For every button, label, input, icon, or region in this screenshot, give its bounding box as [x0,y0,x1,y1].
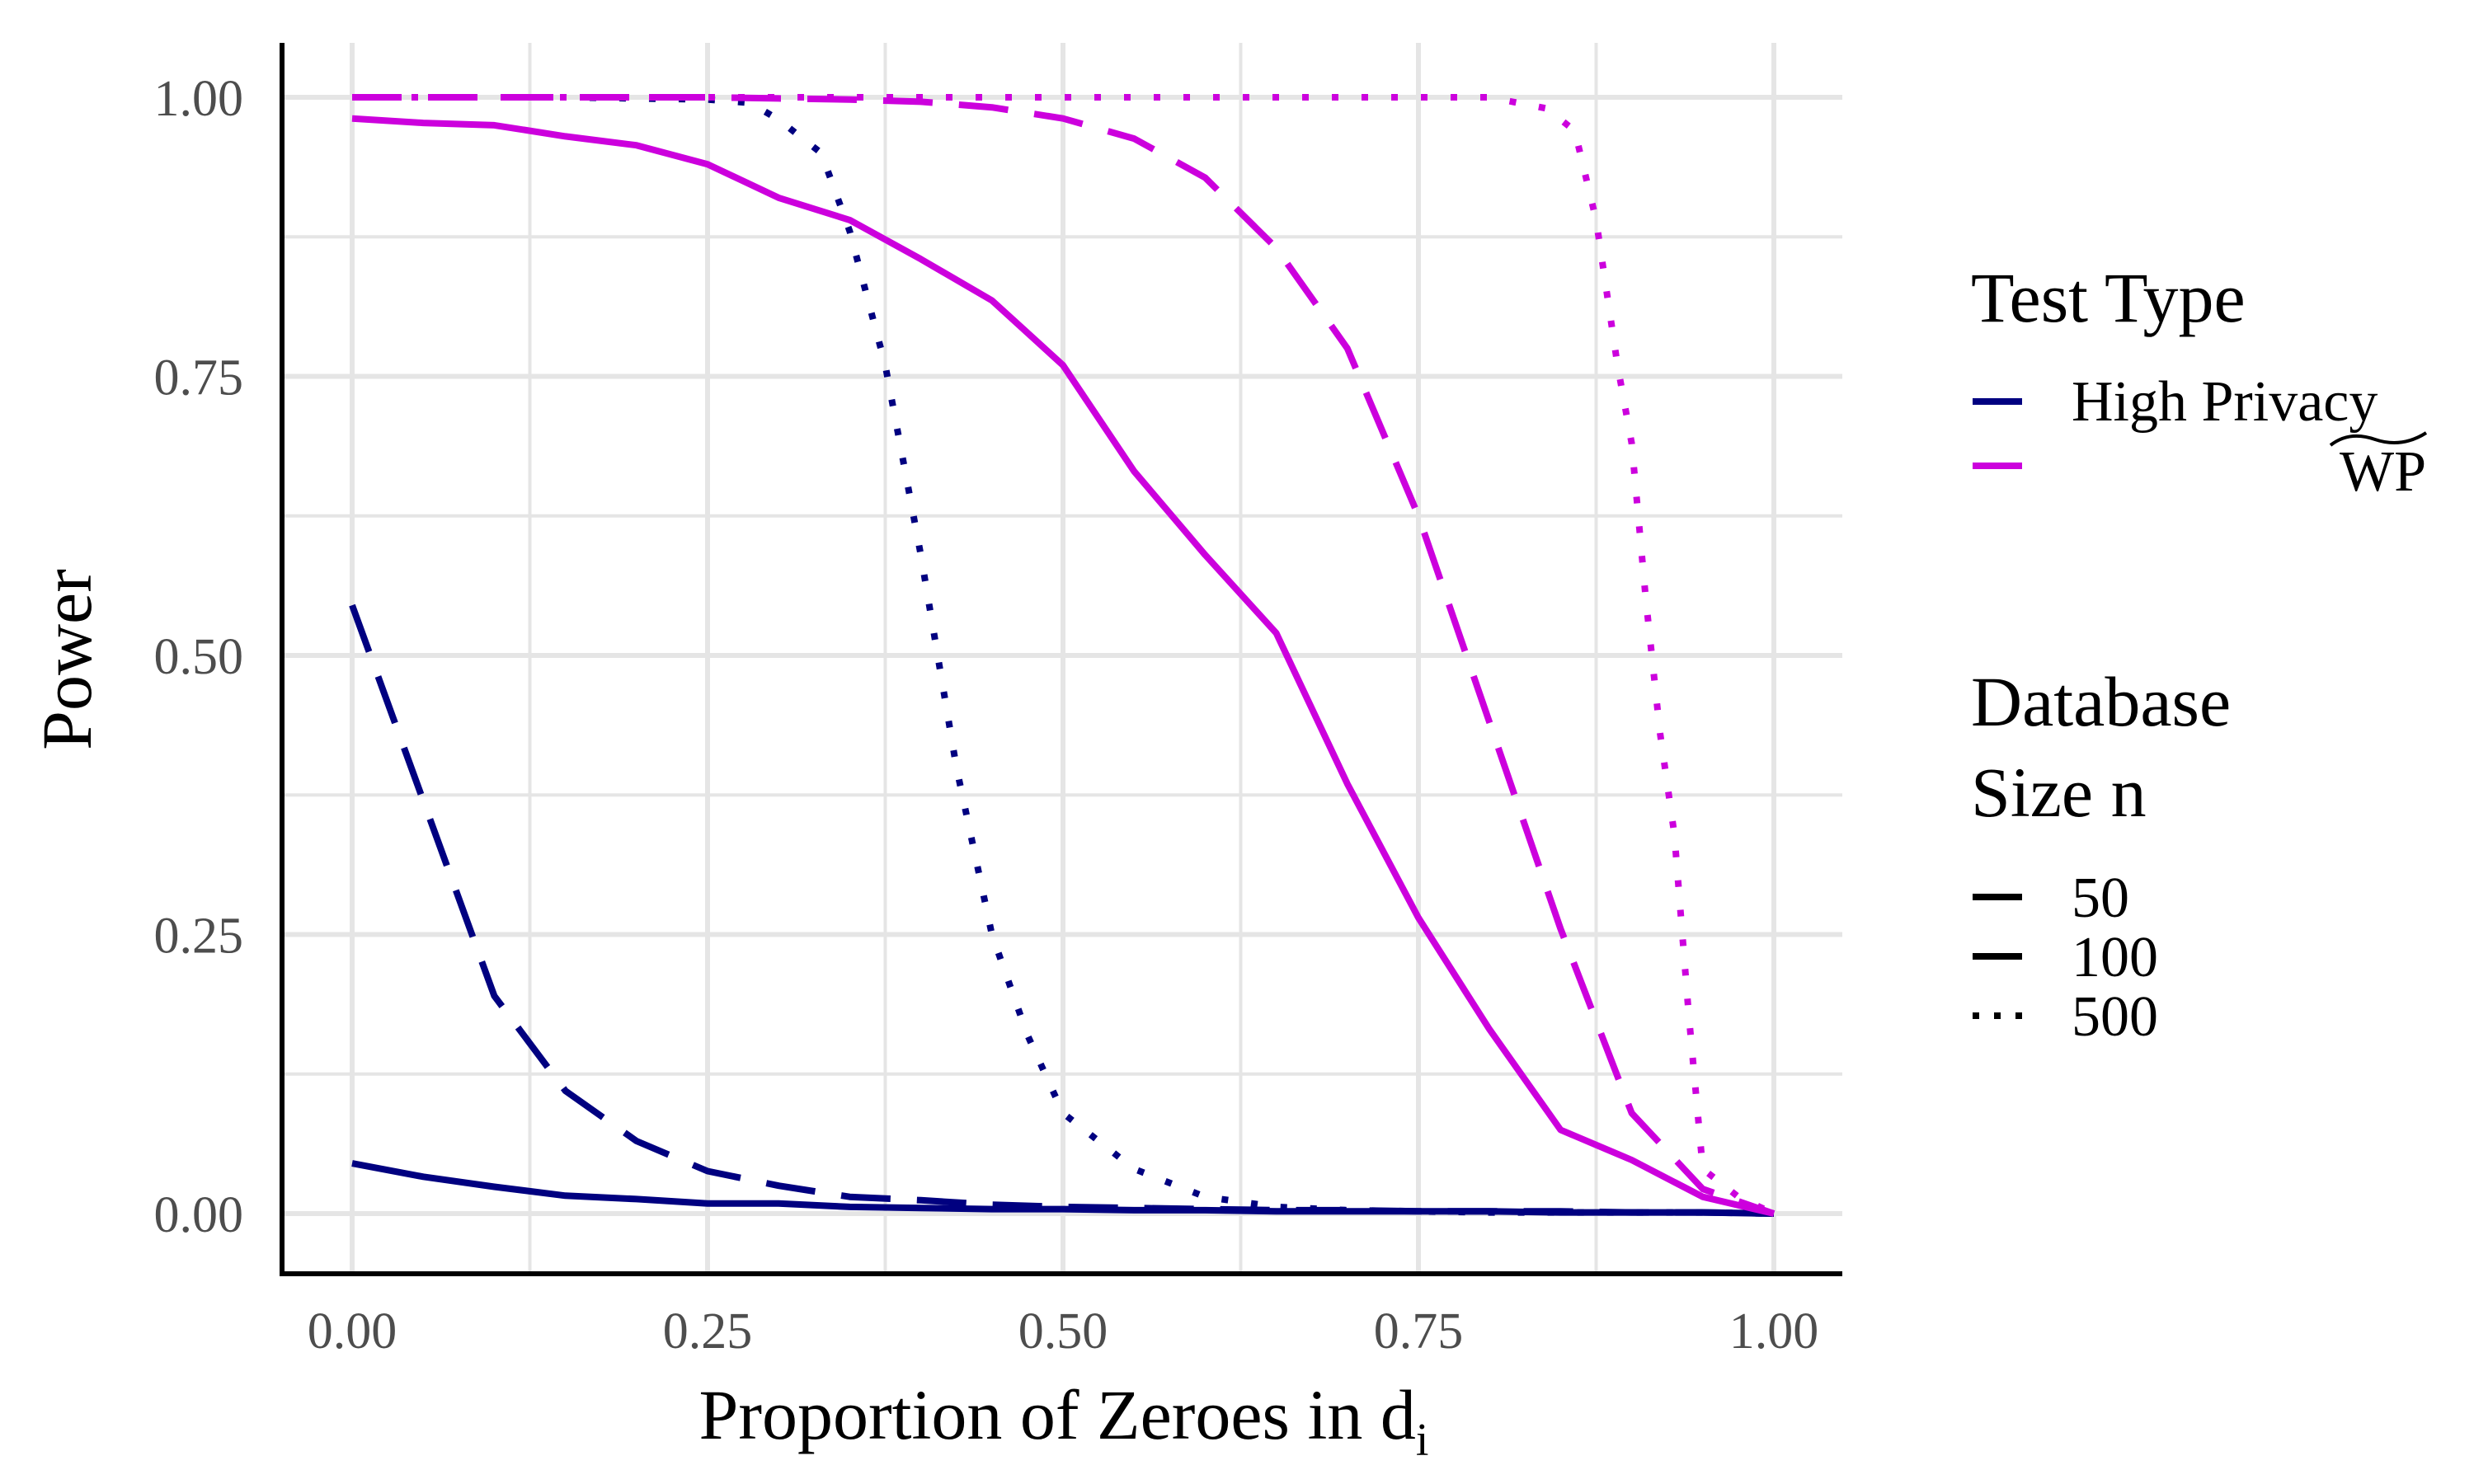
x-tick-label: 1.00 [1729,1303,1819,1360]
axes [280,43,1842,1276]
x-tick-label: 0.75 [1374,1303,1464,1360]
legend-label-size-100: 100 [2072,926,2158,989]
x-axis-title-main: Proportion of Zeroes in d [699,1375,1416,1454]
legend-label-size-50: 50 [2072,866,2129,930]
x-axis-title: Proportion of Zeroes in di [699,1375,1429,1466]
y-tick-label: 0.75 [154,350,244,406]
y-tick-label: 0.00 [154,1187,244,1243]
series-line-wp-n100 [352,94,1776,1217]
legend-title-size-line1: Database [1971,662,2231,741]
y-tick-label: 1.00 [154,71,244,127]
series-line-wp-n50 [351,115,1775,1217]
series [349,94,1776,1217]
tick-labels: 0.00 0.25 0.50 0.75 1.00 0.00 0.25 0.50 0.75 1.00 [154,71,1819,1360]
legend-label-high-privacy: High Privacy [2072,370,2378,434]
legend-label-wp: WP [2340,440,2426,504]
y-tick-label: 0.50 [154,629,244,685]
legend-title-test-type: Test Type [1971,258,2246,337]
series-line-high-privacy-n100 [349,603,1775,1217]
x-axis-title-subscript: i [1416,1415,1429,1466]
x-tick-label: 0.25 [663,1303,753,1360]
y-axis-title: Power [27,569,106,750]
x-tick-label: 0.00 [308,1303,397,1360]
wp-tilde-accent [2329,431,2428,447]
grid [282,43,1842,1274]
legend-title-size-line2: Size n [1971,753,2147,832]
x-tick-label: 0.50 [1018,1303,1108,1360]
y-tick-label: 0.25 [154,909,244,965]
legend: Test Type High Privacy WP Database Size … [1971,258,2428,1049]
legend-label-size-500: 500 [2072,985,2158,1049]
